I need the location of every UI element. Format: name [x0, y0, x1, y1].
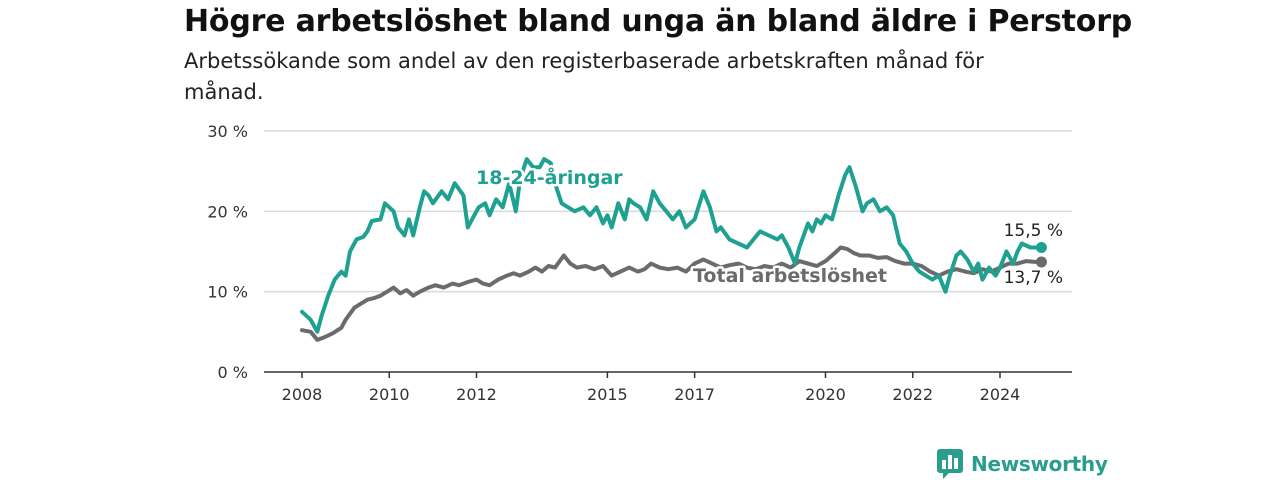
y-tick-label: 20 %	[207, 202, 248, 221]
youth-end-point	[1035, 241, 1047, 253]
total-series-label-halo: Total arbetslöshet	[693, 265, 887, 287]
youth-series-label-halo: 18-24-åringar	[476, 165, 623, 189]
x-tick-label: 2012	[456, 385, 497, 404]
youth-series-line	[300, 157, 1044, 334]
total-series-label: Total arbetslöshet	[693, 265, 887, 287]
chart-subtitle: Arbetssökande som andel av den registerb…	[184, 49, 984, 104]
series-lines	[300, 157, 1047, 342]
chart-title: Högre arbetslöshet bland unga än bland ä…	[184, 4, 1133, 39]
total-series-line	[300, 245, 1044, 342]
x-tick-label: 2024	[980, 385, 1021, 404]
newsworthy-logo-icon	[937, 449, 963, 479]
x-tick-label: 2008	[282, 385, 323, 404]
youth-series-label: 18-24-åringar	[476, 165, 623, 189]
line-chart: 0 % 10 % 20 % 30 % 2008 2010 2012 2015 2017 2020 2…	[207, 122, 1072, 404]
x-tick-label: 2010	[369, 385, 410, 404]
x-tick-label: 2022	[892, 385, 933, 404]
brand-logo: Newsworthy	[937, 448, 1108, 480]
y-tick-label: 30 %	[207, 122, 248, 141]
x-tick-label: 2020	[805, 385, 846, 404]
annotations: 15,5 %13,7 %18-24-åringar18-24-åringarTo…	[474, 163, 1064, 290]
total-end-label: 13,7 %	[1004, 268, 1063, 288]
x-tick-label: 2017	[674, 385, 715, 404]
y-tick-label: 0 %	[218, 363, 248, 382]
x-tick-label: 2015	[587, 385, 628, 404]
youth-end-label: 15,5 %	[1004, 221, 1063, 241]
total-end-point	[1035, 256, 1047, 268]
axes: 0 % 10 % 20 % 30 % 2008 2010 2012 2015 2017 2020 2…	[207, 122, 1072, 404]
brand-name: Newsworthy	[971, 452, 1108, 476]
y-tick-label: 10 %	[207, 283, 248, 302]
